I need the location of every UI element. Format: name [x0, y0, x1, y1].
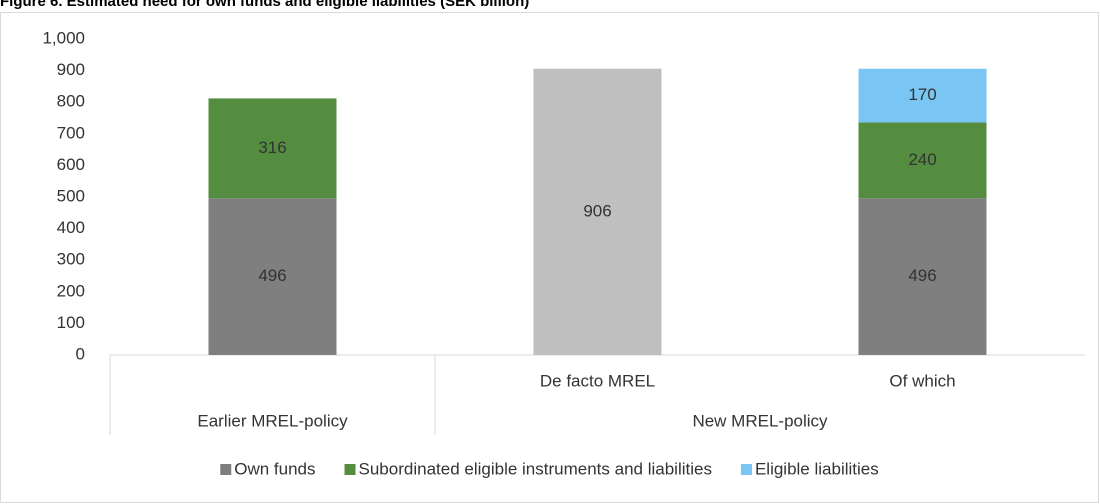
legend-label: Own funds [234, 459, 315, 478]
legend-swatch [344, 464, 356, 475]
value-label: 906 [583, 201, 611, 220]
value-label: 496 [258, 266, 286, 285]
y-tick-label: 500 [57, 186, 85, 205]
x-tick-label: De facto MREL [540, 371, 655, 390]
chart-border [0, 12, 1099, 503]
legend-label: Eligible liabilities [755, 459, 879, 478]
y-tick-label: 1,000 [42, 28, 85, 47]
bar-segment [533, 68, 662, 355]
y-tick-label: 200 [57, 281, 85, 300]
bar-segment [858, 122, 987, 199]
y-tick-label: 800 [57, 92, 85, 111]
bar-segment [858, 198, 987, 355]
legend-swatch [740, 464, 752, 475]
chart-title: Figure 6. Estimated need for own funds a… [0, 0, 529, 10]
group-label: New MREL-policy [692, 411, 828, 430]
y-tick-label: 400 [57, 218, 85, 237]
value-label: 240 [908, 150, 936, 169]
legend-label: Subordinated eligible instruments and li… [359, 459, 712, 478]
y-tick-label: 100 [57, 313, 85, 332]
value-label: 496 [908, 266, 936, 285]
group-label: Earlier MREL-policy [197, 411, 348, 430]
bar-segment [858, 68, 987, 123]
y-tick-label: 300 [57, 250, 85, 269]
bar-segment [208, 98, 337, 199]
y-tick-label: 0 [76, 344, 85, 363]
y-tick-label: 900 [57, 60, 85, 79]
y-tick-label: 700 [57, 123, 85, 142]
legend-swatch [220, 464, 232, 475]
value-label: 170 [908, 85, 936, 104]
value-label: 316 [258, 138, 286, 157]
y-tick-label: 600 [57, 155, 85, 174]
bar-segment [208, 198, 337, 355]
x-tick-label: Of which [889, 371, 955, 390]
